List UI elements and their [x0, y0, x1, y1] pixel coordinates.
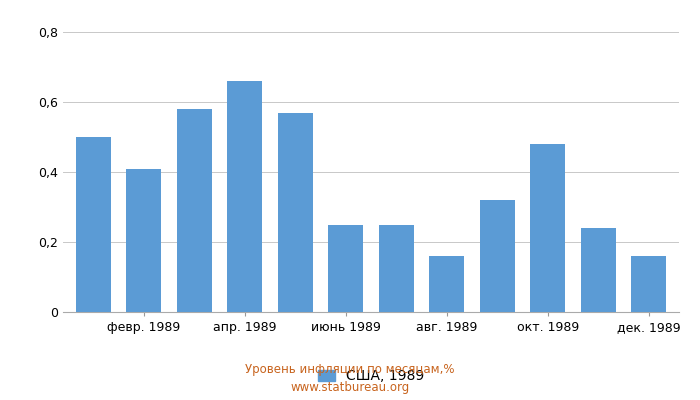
Text: www.statbureau.org: www.statbureau.org — [290, 382, 410, 394]
Bar — [631, 256, 666, 312]
Bar — [429, 256, 464, 312]
Bar — [76, 137, 111, 312]
Legend: США, 1989: США, 1989 — [318, 369, 424, 383]
Bar — [379, 224, 414, 312]
Bar — [530, 144, 566, 312]
Bar — [580, 228, 616, 312]
Bar — [227, 81, 262, 312]
Bar — [126, 168, 162, 312]
Bar — [480, 200, 515, 312]
Bar — [278, 112, 313, 312]
Bar — [328, 224, 363, 312]
Bar — [176, 109, 212, 312]
Text: Уровень инфляции по месяцам,%: Уровень инфляции по месяцам,% — [245, 364, 455, 376]
